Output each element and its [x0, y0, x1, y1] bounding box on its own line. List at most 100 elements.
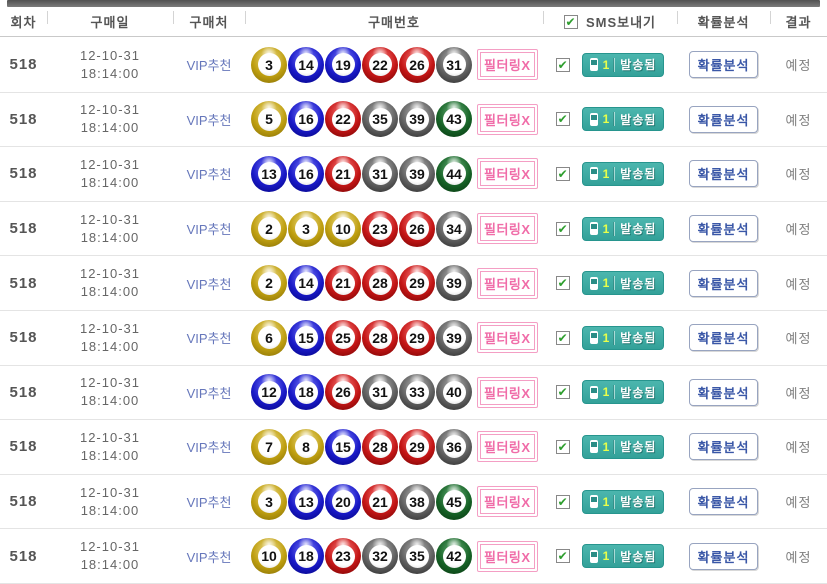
ball-number: 14 — [294, 271, 318, 295]
result-text: 예정 — [785, 549, 812, 565]
table-header: 회차 구매일 구매처 구매번호 ✔ SMS보내기 확률분석 결과 — [0, 7, 827, 37]
probability-analysis-button[interactable]: 확률분석 — [688, 324, 759, 352]
ball-number: 29 — [405, 326, 429, 350]
ball-number: 26 — [331, 380, 355, 404]
sms-checkbox[interactable]: ✔ — [555, 221, 570, 236]
table-row: 518 12-10-31 18:14:00 VIP추천 5 16 22 35 39 43 … — [0, 93, 827, 148]
sms-sent-button[interactable]: 1 발송됨 — [581, 107, 665, 132]
result-cell: 예정 — [770, 93, 827, 147]
seller-link[interactable]: VIP추천 — [186, 276, 232, 292]
header-date-label: 구매일 — [90, 15, 130, 30]
seller-link[interactable]: VIP추천 — [186, 112, 232, 128]
lotto-ball-yellow: 10 — [325, 210, 361, 247]
purchase-time: 18:14:00 — [80, 284, 140, 300]
probability-analysis-button[interactable]: 확률분석 — [688, 51, 759, 79]
purchase-time: 18:14:00 — [80, 447, 140, 463]
lotto-balls: 3 13 20 21 38 45 — [251, 483, 472, 520]
sms-checkbox[interactable]: ✔ — [555, 439, 570, 454]
filter-badge-label: 필터링X — [480, 216, 535, 242]
sms-sent-button[interactable]: 1 발송됨 — [581, 271, 665, 296]
purchase-datetime: 12-10-31 18:14:00 — [80, 538, 140, 574]
header-purchase-date: 구매일 — [47, 7, 173, 36]
ball-number: 16 — [294, 162, 318, 186]
seller-link[interactable]: VIP추천 — [186, 167, 232, 183]
sms-checkbox[interactable]: ✔ — [555, 385, 570, 400]
seller-link[interactable]: VIP추천 — [186, 549, 232, 565]
sms-checkbox[interactable]: ✔ — [555, 276, 570, 291]
sms-count: 1 — [602, 57, 610, 72]
filter-badge: 필터링X — [477, 158, 538, 190]
purchase-datetime: 12-10-31 18:14:00 — [80, 211, 140, 247]
filter-badge: 필터링X — [477, 540, 538, 572]
filter-badge: 필터링X — [477, 322, 538, 354]
sms-checkbox[interactable]: ✔ — [555, 166, 570, 181]
round-number: 518 — [9, 329, 38, 347]
seller-link[interactable]: VIP추천 — [186, 331, 232, 347]
sms-sent-button[interactable]: 1 발송됨 — [581, 216, 665, 241]
lotto-balls: 2 3 10 23 26 34 — [251, 210, 472, 247]
check-icon: ✔ — [557, 385, 568, 400]
filter-badge-label: 필터링X — [480, 489, 535, 515]
sms-sent-button[interactable]: 1 발송됨 — [581, 489, 665, 514]
lotto-ball-red: 22 — [362, 46, 398, 83]
sms-button-divider — [614, 439, 616, 454]
round-number: 518 — [9, 493, 38, 511]
seller-link[interactable]: VIP추천 — [186, 58, 232, 74]
probability-analysis-button[interactable]: 확률분석 — [688, 160, 759, 188]
sms-sent-button[interactable]: 1 발송됨 — [581, 325, 665, 350]
check-icon: ✔ — [557, 57, 568, 72]
seller-link[interactable]: VIP추천 — [186, 440, 232, 456]
purchase-date-cell: 12-10-31 18:14:00 — [47, 147, 173, 201]
probability-analysis-button[interactable]: 확률분석 — [688, 488, 759, 516]
sms-checkbox[interactable]: ✔ — [555, 549, 570, 564]
ball-number: 40 — [442, 380, 466, 404]
seller-link[interactable]: VIP추천 — [186, 222, 232, 238]
seller-link[interactable]: VIP추천 — [186, 495, 232, 511]
lotto-ball-red: 22 — [325, 101, 361, 138]
sms-checkbox[interactable]: ✔ — [555, 112, 570, 127]
purchase-date-cell: 12-10-31 18:14:00 — [47, 93, 173, 147]
sms-button-divider — [614, 221, 616, 236]
sms-sent-button[interactable]: 1 발송됨 — [581, 434, 665, 459]
probability-analysis-button[interactable]: 확률분석 — [688, 269, 759, 297]
sms-cell: ✔ 1 발송됨 — [543, 366, 677, 420]
sms-checkbox[interactable]: ✔ — [555, 330, 570, 345]
analysis-cell: 확률분석 — [677, 202, 770, 256]
round-cell: 518 — [0, 311, 47, 365]
probability-analysis-button[interactable]: 확률분석 — [688, 215, 759, 243]
ball-number: 6 — [257, 326, 281, 350]
round-number: 518 — [9, 383, 38, 401]
probability-analysis-button[interactable]: 확률분석 — [688, 378, 759, 406]
lotto-ball-gray: 39 — [436, 265, 472, 302]
ball-number: 43 — [442, 107, 466, 131]
filter-badge-label: 필터링X — [480, 106, 535, 132]
probability-analysis-button[interactable]: 확률분석 — [688, 433, 759, 461]
probability-analysis-button[interactable]: 확률분석 — [688, 105, 759, 133]
ball-number: 34 — [442, 217, 466, 241]
lotto-ball-gray: 34 — [436, 210, 472, 247]
lotto-ball-red: 23 — [325, 538, 361, 575]
top-scrollbar[interactable] — [7, 0, 820, 7]
sms-checkbox[interactable]: ✔ — [555, 494, 570, 509]
sms-checkbox[interactable]: ✔ — [555, 57, 570, 72]
purchase-datetime: 12-10-31 18:14:00 — [80, 320, 140, 356]
lotto-ball-green: 44 — [436, 155, 472, 192]
table-row: 518 12-10-31 18:14:00 VIP추천 2 14 21 28 29 39 … — [0, 256, 827, 311]
sms-sent-button[interactable]: 1 발송됨 — [581, 52, 665, 77]
phone-icon — [589, 549, 598, 563]
header-result-label: 결과 — [785, 15, 812, 30]
phone-icon — [589, 440, 598, 454]
sms-sent-button[interactable]: 1 발송됨 — [581, 380, 665, 405]
check-icon: ✔ — [557, 166, 568, 181]
sms-status-label: 발송됨 — [620, 331, 657, 346]
sms-sent-button[interactable]: 1 발송됨 — [581, 161, 665, 186]
lotto-ball-gray: 36 — [436, 428, 472, 465]
probability-analysis-button[interactable]: 확률분석 — [688, 542, 759, 570]
numbers-cell: 3 13 20 21 38 45 필터링X — [245, 475, 543, 529]
seller-link[interactable]: VIP추천 — [186, 385, 232, 401]
lotto-ball-gray: 40 — [436, 374, 472, 411]
sms-count: 1 — [602, 494, 610, 509]
sms-sent-button[interactable]: 1 발송됨 — [581, 544, 665, 569]
sms-select-all-checkbox[interactable]: ✔ — [563, 14, 578, 29]
seller-cell: VIP추천 — [173, 38, 245, 92]
